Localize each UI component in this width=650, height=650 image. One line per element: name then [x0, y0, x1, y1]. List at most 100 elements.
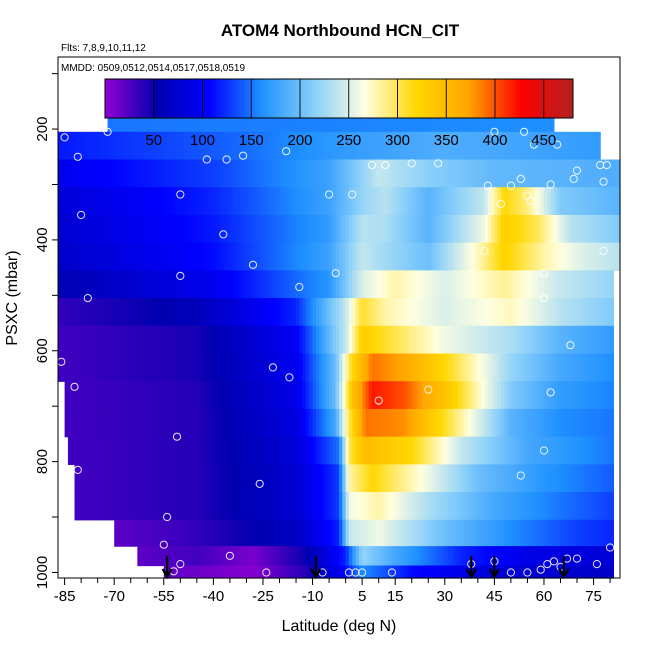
heatmap-cell	[134, 159, 138, 188]
heatmap-cell	[590, 565, 595, 579]
heatmap-cell	[332, 242, 337, 271]
heatmap-cell	[77, 131, 82, 161]
heatmap-cell	[474, 519, 479, 547]
heatmap-cell	[398, 270, 403, 299]
heatmap-cell	[388, 353, 393, 382]
heatmap-cell	[177, 408, 181, 438]
heatmap-cell	[507, 214, 512, 244]
heatmap-cell	[190, 159, 195, 188]
heatmap-cell	[229, 353, 234, 382]
heatmap-cell	[415, 270, 419, 299]
heatmap-cell	[339, 325, 343, 355]
heatmap-cell	[332, 436, 337, 465]
heatmap-cell	[365, 519, 370, 547]
heatmap-cell	[124, 381, 129, 410]
heatmap-cell	[474, 546, 479, 567]
heatmap-cell	[504, 187, 509, 216]
colorbar-swatch	[261, 79, 264, 118]
heatmap-cell	[464, 298, 469, 327]
heatmap-cell	[256, 325, 261, 355]
heatmap-cell	[203, 353, 208, 382]
heatmap-cell	[117, 325, 122, 355]
heatmap-cell	[510, 298, 515, 327]
sample-point	[546, 388, 555, 397]
heatmap-cell	[431, 298, 436, 327]
heatmap-cell	[140, 546, 145, 567]
y-axis-label: PSXC (mbar)	[4, 250, 21, 345]
colorbar-swatch	[311, 79, 315, 118]
heatmap-cell	[272, 565, 277, 579]
heatmap-cell	[319, 565, 324, 579]
heatmap-cell	[167, 325, 171, 355]
y-tick-label: 600	[34, 338, 51, 363]
heatmap-cell	[186, 408, 191, 438]
heatmap-cell	[183, 381, 188, 410]
heatmap-cell	[606, 464, 611, 493]
heatmap-cell	[249, 436, 254, 465]
heatmap-cell	[454, 298, 459, 327]
heatmap-cell	[348, 436, 353, 465]
heatmap-cell	[381, 464, 386, 493]
heatmap-cell	[570, 408, 575, 438]
heatmap-cell	[458, 325, 462, 355]
heatmap-cell	[236, 519, 241, 547]
heatmap-cell	[560, 187, 565, 216]
heatmap-cell	[100, 464, 105, 493]
heatmap-cell	[418, 464, 423, 493]
heatmap-cell	[580, 436, 585, 465]
heatmap-cell	[137, 159, 142, 188]
heatmap-cell	[259, 187, 264, 216]
heatmap-cell	[401, 131, 406, 161]
heatmap-cell	[438, 436, 443, 465]
heatmap-cell	[312, 159, 317, 188]
heatmap-cell	[553, 159, 558, 188]
heatmap-cell	[527, 546, 532, 567]
colorbar-swatch	[300, 79, 303, 118]
heatmap-cell	[137, 298, 142, 327]
heatmap-cell	[190, 298, 195, 327]
heatmap-cell	[266, 242, 271, 271]
heatmap-cell	[67, 381, 72, 410]
colorbar-swatch	[307, 79, 311, 118]
sample-point	[516, 174, 525, 183]
sample-point	[539, 269, 549, 278]
heatmap-cell	[372, 242, 376, 271]
heatmap-cell	[368, 492, 373, 521]
heatmap-cell	[84, 325, 89, 355]
heatmap-cell	[322, 270, 327, 299]
heatmap-cell	[114, 242, 119, 271]
heatmap-cell	[507, 565, 512, 579]
heatmap-cell	[140, 270, 145, 299]
heatmap-cell	[415, 242, 419, 271]
heatmap-cell	[520, 353, 525, 382]
heatmap-cell	[322, 242, 327, 271]
heatmap-cell	[276, 464, 281, 493]
heatmap-cell	[312, 187, 317, 216]
heatmap-cell	[276, 214, 281, 244]
heatmap-cell	[537, 325, 542, 355]
colorbar-swatch	[118, 79, 121, 118]
heatmap-cell	[124, 214, 129, 244]
heatmap-cell	[441, 492, 446, 521]
heatmap-cell	[391, 187, 396, 216]
heatmap-cell	[520, 159, 525, 188]
heatmap-cell	[256, 187, 261, 216]
heatmap-cell	[368, 436, 373, 465]
heatmap-cell	[606, 519, 611, 547]
heatmap-cell	[233, 353, 238, 382]
heatmap-cell	[67, 270, 72, 299]
heatmap-cell	[484, 270, 489, 299]
heatmap-cell	[147, 408, 152, 438]
heatmap-cell	[200, 298, 205, 327]
heatmap-cell	[117, 298, 122, 327]
heatmap-cell	[401, 519, 406, 547]
heatmap-cell	[570, 546, 575, 567]
heatmap-cell	[537, 131, 542, 161]
heatmap-cell	[239, 270, 244, 299]
heatmap-cell	[583, 492, 588, 521]
heatmap-cell	[418, 519, 423, 547]
heatmap-cell	[160, 436, 165, 465]
heatmap-cell	[203, 214, 208, 244]
heatmap-cell	[143, 353, 148, 382]
heatmap-cell	[507, 546, 512, 567]
